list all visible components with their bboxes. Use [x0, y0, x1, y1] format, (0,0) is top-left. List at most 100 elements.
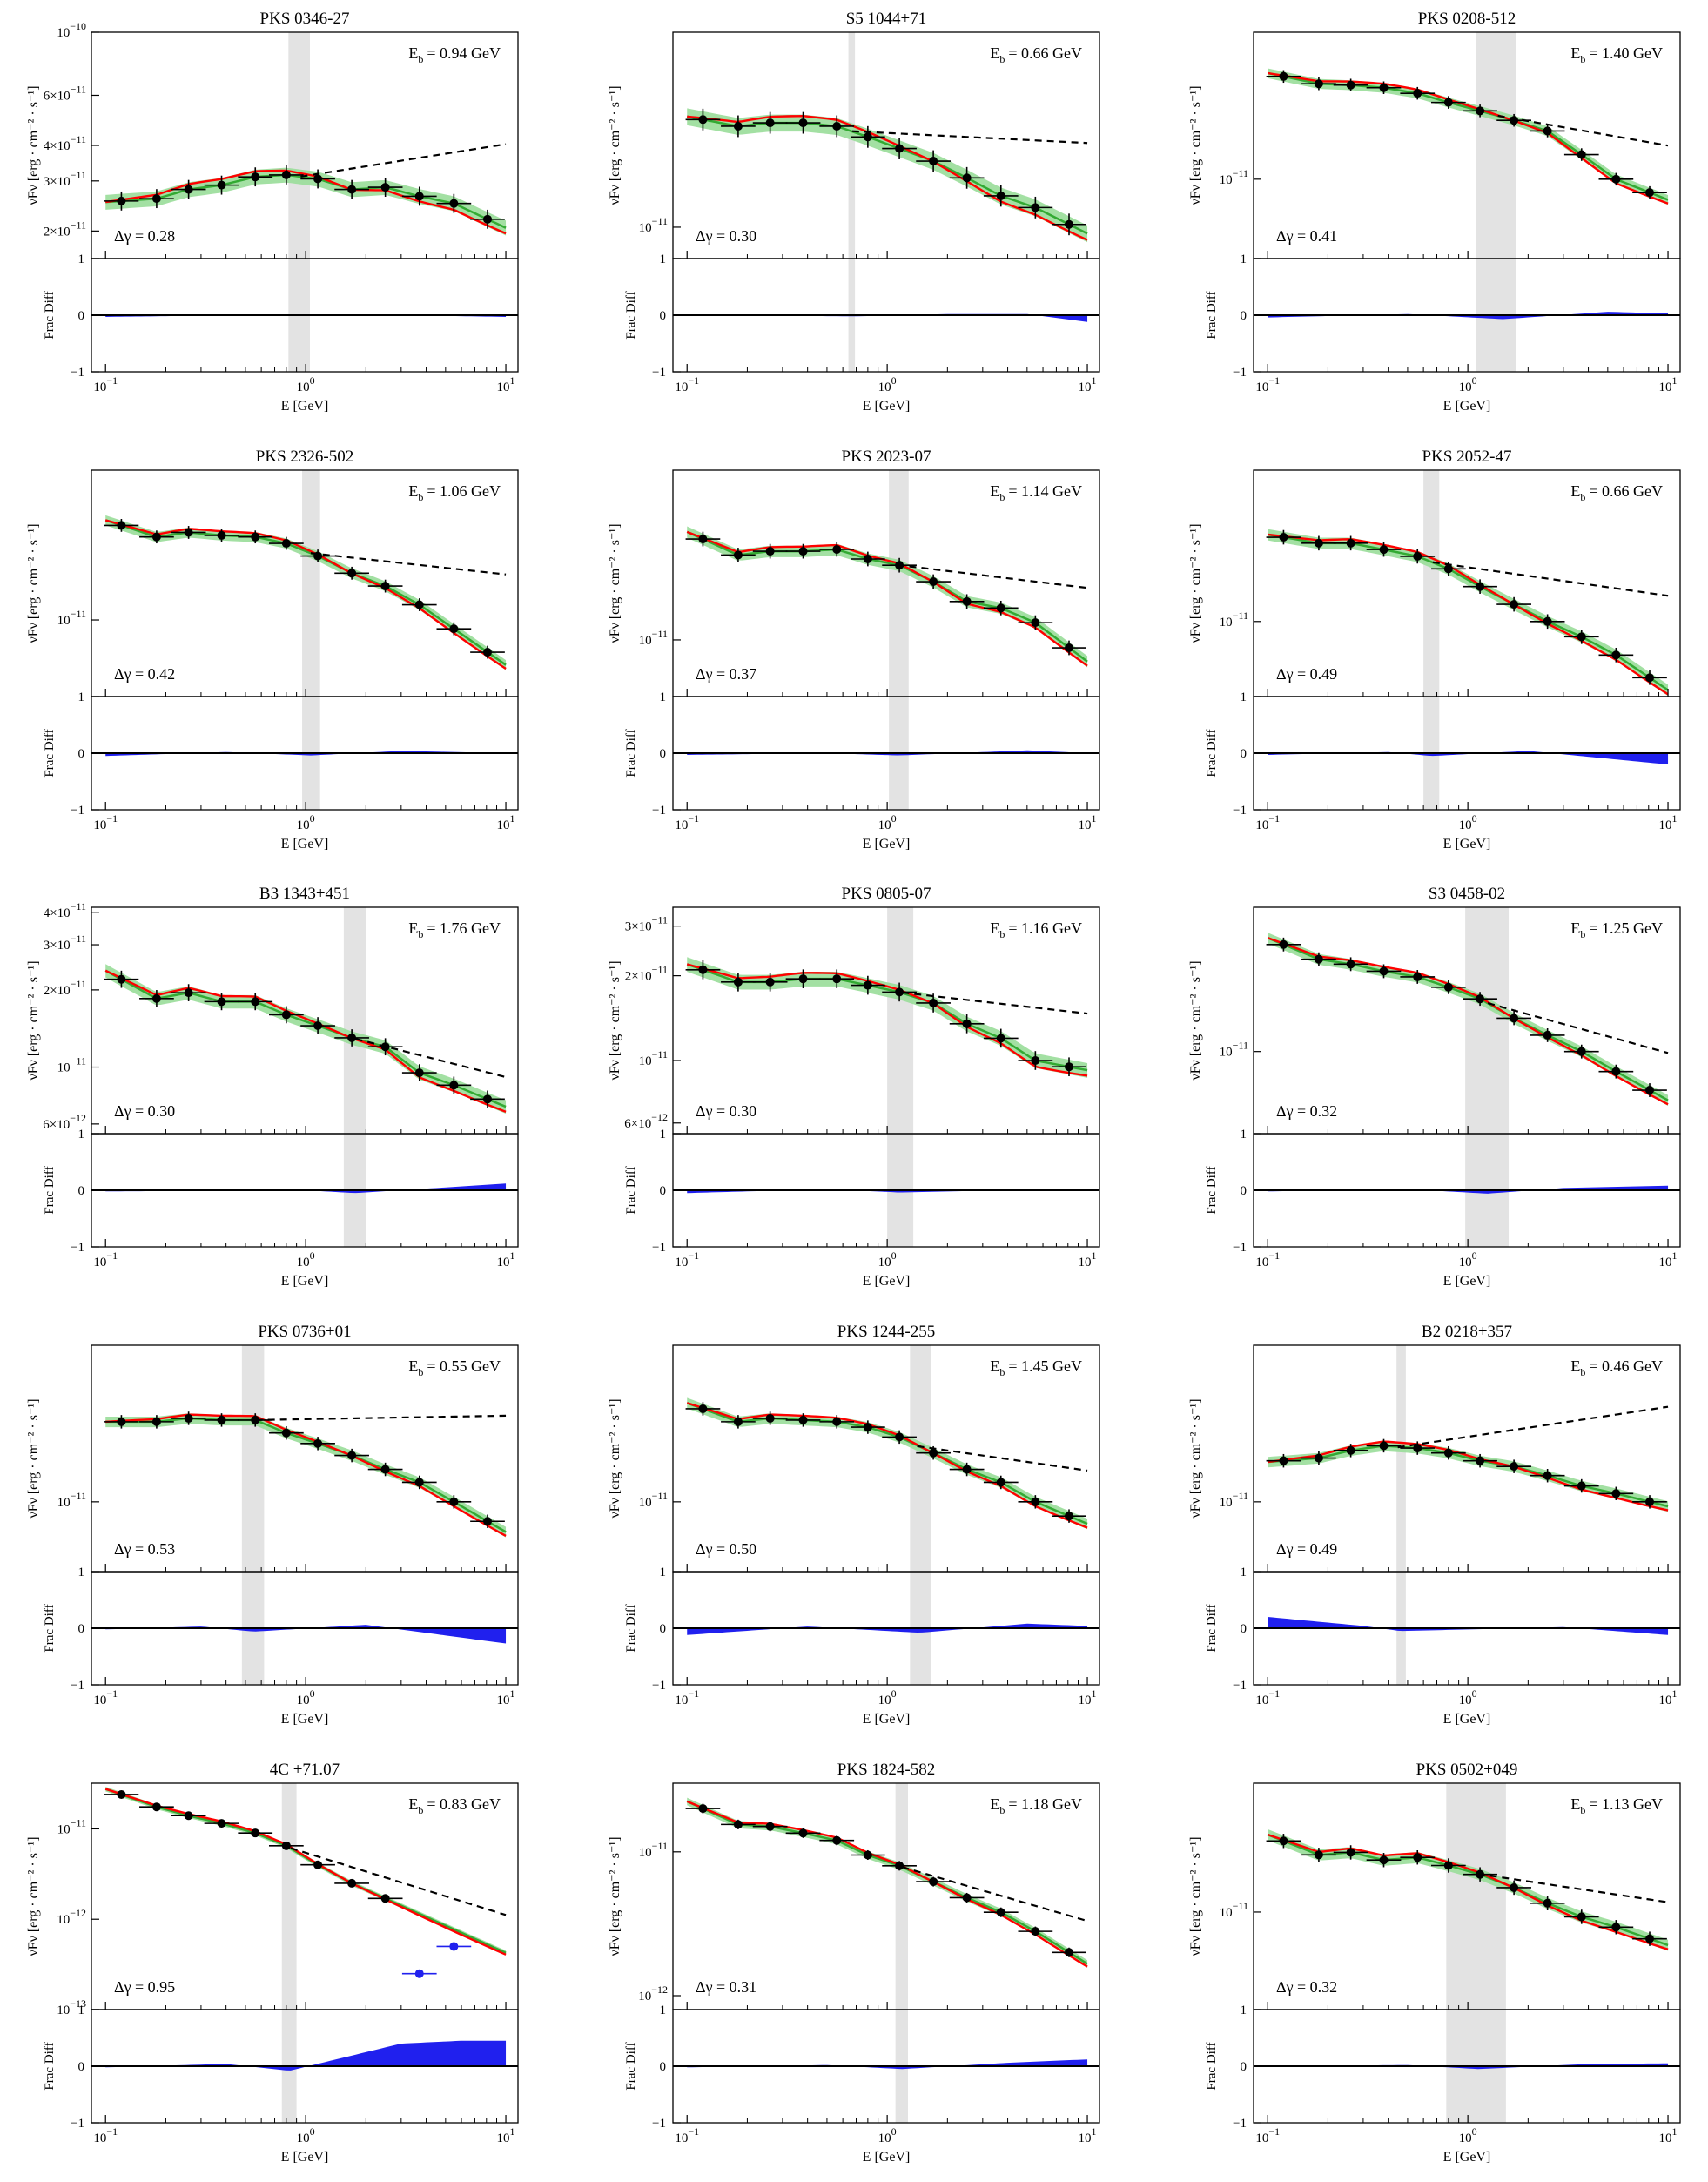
- break-energy-value: = 0.83 GeV: [427, 1795, 501, 1813]
- break-energy-value: = 1.06 GeV: [427, 482, 501, 500]
- residual-tick-label: −1: [71, 1241, 84, 1255]
- power-law-extrapolation: [1477, 1872, 1669, 1903]
- delta-gamma-label: Δγ = 0.37: [696, 665, 756, 683]
- residual-tick-label: 0: [660, 309, 667, 323]
- x-tick-label-exp: −1: [1268, 2125, 1280, 2138]
- y-tick-label-exp: −11: [71, 219, 86, 231]
- residual-tick-label: −1: [71, 2117, 84, 2131]
- flux-point: [1510, 1014, 1519, 1023]
- y-tick-label-exp: −11: [652, 215, 668, 227]
- residual-tick-label: 1: [660, 253, 667, 266]
- residual-axis-label: Frac Diff: [43, 729, 57, 777]
- flux-point: [765, 118, 775, 128]
- power-law-extrapolation: [255, 1414, 507, 1421]
- flux-point: [449, 624, 459, 634]
- x-tick-label-exp: 1: [510, 1687, 515, 1700]
- flux-point: [1476, 1869, 1485, 1879]
- x-tick-label-base: 10: [93, 1256, 106, 1269]
- residual-tick-label: −1: [71, 1679, 84, 1693]
- flux-point: [1611, 1923, 1621, 1932]
- y-tick-label-exp: −11: [71, 1055, 86, 1067]
- y-tick-label-exp: −11: [1233, 167, 1248, 179]
- x-tick-label-base: 10: [497, 1694, 510, 1707]
- broken-power-law-line: [105, 1413, 507, 1538]
- model-curves: [1266, 1405, 1669, 1512]
- flux-point: [1510, 116, 1519, 125]
- break-energy-label: Eb = 1.13 GeV: [1570, 1795, 1663, 1816]
- break-energy-value: = 1.40 GeV: [1589, 44, 1663, 62]
- break-energy-label: Eb = 0.66 GeV: [1570, 482, 1663, 503]
- power-law-extrapolation: [902, 1866, 1088, 1923]
- model-line: [104, 969, 507, 1108]
- flux-point: [733, 977, 743, 987]
- break-energy-symbol: E: [408, 44, 418, 62]
- flux-point: [929, 577, 938, 587]
- residual-tick-label: −1: [652, 1679, 666, 1693]
- break-energy-band: [288, 32, 311, 372]
- flux-point: [217, 180, 226, 190]
- model-curves: [104, 1411, 507, 1538]
- flux-point: [483, 648, 493, 657]
- break-energy-band: [848, 32, 856, 372]
- break-energy-band: [895, 1783, 909, 2123]
- x-tick-label: 101: [1659, 1249, 1678, 1269]
- y-tick-label-base: 10: [638, 1990, 651, 2004]
- break-energy-band: [910, 1345, 931, 1685]
- subplot-title: 4C +71.07: [270, 1761, 340, 1779]
- residual-tick-label: 1: [78, 1566, 85, 1579]
- x-tick-label: 10−1: [1255, 1249, 1280, 1269]
- x-axis-label: E [GeV]: [281, 837, 329, 852]
- model-curves: [685, 1397, 1088, 1530]
- flux-point: [798, 1828, 808, 1838]
- model-curves: [1266, 933, 1669, 1107]
- x-tick-label-exp: 1: [1092, 1249, 1097, 1262]
- y-tick-label-exp: −11: [71, 978, 86, 990]
- y-tick-label-base: 3×10: [625, 920, 652, 934]
- break-energy-value: = 1.25 GeV: [1589, 919, 1663, 937]
- flux-point: [217, 530, 226, 540]
- break-energy-band: [887, 907, 914, 1247]
- x-tick-label-base: 10: [297, 1694, 310, 1707]
- flux-point: [414, 600, 424, 609]
- residual-tick-label: 0: [78, 1622, 85, 1636]
- power-law-extrapolation: [1487, 1002, 1669, 1054]
- y-tick-label-exp: −11: [1233, 1040, 1248, 1052]
- break-energy-symbol: E: [1570, 1357, 1580, 1375]
- x-tick-label-exp: 0: [1472, 2125, 1477, 2138]
- x-tick-label-base: 10: [878, 1256, 891, 1269]
- y-axis-label: νFν [erg · cm⁻² · s⁻¹]: [1188, 1836, 1203, 1956]
- flux-point: [733, 1417, 743, 1426]
- flux-point: [698, 535, 708, 544]
- break-energy-label: Eb = 1.14 GeV: [990, 482, 1082, 503]
- y-tick-label: 4×10−11: [44, 133, 86, 153]
- flux-point: [281, 1010, 291, 1020]
- flux-point: [698, 1404, 708, 1413]
- flux-point: [217, 1415, 226, 1424]
- delta-gamma-label: Δγ = 0.95: [114, 1978, 175, 1996]
- main-panel-frame: [672, 1344, 1100, 1573]
- flux-point: [281, 539, 291, 549]
- x-tick-label-exp: 0: [310, 812, 315, 825]
- x-tick-label: 101: [1079, 374, 1097, 394]
- x-tick-label-exp: 0: [891, 1687, 897, 1700]
- main-panel-frame: [91, 1782, 519, 2010]
- flux-point: [313, 174, 323, 184]
- y-tick-label-exp: −11: [652, 914, 668, 926]
- residual-axis-label: Frac Diff: [1205, 729, 1219, 777]
- y-tick-label-base: 10: [639, 1054, 652, 1068]
- break-energy-label: Eb = 1.45 GeV: [990, 1357, 1082, 1378]
- x-tick-label-exp: 0: [891, 812, 897, 825]
- x-tick-label: 101: [1659, 812, 1678, 832]
- x-tick-label-exp: 1: [1092, 374, 1097, 387]
- y-tick-label-base: 10: [1220, 1496, 1233, 1510]
- flux-point: [1065, 219, 1074, 229]
- x-axis-label: E [GeV]: [863, 837, 911, 852]
- x-tick-label-exp: −1: [688, 812, 699, 825]
- flux-point: [962, 1893, 972, 1903]
- flux-point: [184, 988, 193, 998]
- y-tick-label-exp: −11: [71, 169, 86, 181]
- y-tick-label: 2×10−11: [44, 219, 86, 239]
- break-energy-label: Eb = 1.76 GeV: [408, 919, 501, 940]
